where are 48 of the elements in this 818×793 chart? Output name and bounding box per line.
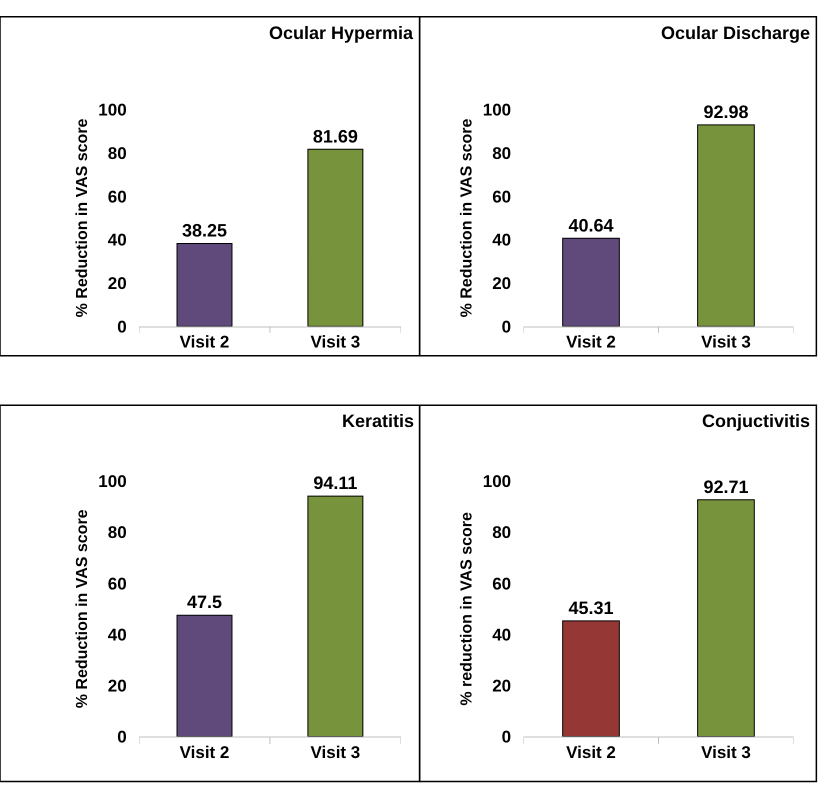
y-tick-label: 80 — [108, 523, 127, 542]
x-tick-label: Visit 2 — [566, 742, 616, 762]
y-tick-label: 100 — [98, 100, 127, 120]
y-tick-label: 20 — [108, 676, 127, 696]
data-label: 94.11 — [313, 473, 358, 494]
chart-title: Keratitis — [342, 411, 414, 431]
x-tick-label: Visit 2 — [180, 742, 230, 762]
y-tick-label: 40 — [108, 230, 127, 250]
y-tick-label: 60 — [108, 187, 127, 206]
data-label: 38.25 — [182, 220, 228, 240]
data-label: 92.98 — [703, 102, 748, 122]
y-tick-label: 0 — [117, 317, 127, 336]
y-tick-label: 60 — [108, 574, 127, 594]
chart-title: Ocular Discharge — [661, 23, 810, 43]
y-tick-label: 20 — [108, 274, 127, 293]
y-tick-label: 100 — [482, 472, 512, 492]
y-tick-label: 60 — [492, 187, 512, 206]
y-tick-label: 40 — [492, 625, 512, 644]
data-label: 40.64 — [568, 215, 614, 236]
chart-title: Conjuctivitis — [702, 411, 810, 431]
y-tick-label: 40 — [108, 625, 127, 644]
data-label: 92.71 — [703, 476, 748, 497]
x-tick-label: Visit 2 — [566, 332, 616, 352]
y-tick-label: 0 — [117, 728, 127, 747]
y-axis-title: % Reduction in VAS score — [74, 509, 92, 708]
y-tick-label: 100 — [98, 472, 127, 492]
y-tick-label: 20 — [492, 274, 512, 293]
y-tick-label: 0 — [502, 317, 512, 336]
data-label: 47.5 — [186, 592, 222, 612]
x-tick-label: Visit 3 — [310, 742, 360, 762]
y-tick-label: 0 — [502, 728, 512, 747]
y-axis-title: % reduction in VAS score — [458, 512, 476, 706]
y-tick-label: 100 — [482, 100, 512, 120]
y-tick-label: 80 — [492, 144, 512, 163]
y-tick-label: 20 — [492, 676, 512, 696]
y-axis-title: % Reduction in VAS score — [458, 118, 476, 318]
x-tick-label: Visit 2 — [180, 332, 230, 352]
x-tick-label: Visit 3 — [701, 742, 751, 762]
y-tick-label: 60 — [492, 574, 512, 594]
y-tick-label: 80 — [492, 523, 512, 542]
x-tick-label: Visit 3 — [701, 332, 751, 352]
data-label: 81.69 — [312, 126, 358, 146]
y-tick-label: 40 — [492, 230, 512, 250]
chart-title: Ocular Hypermia — [269, 23, 414, 43]
y-tick-label: 80 — [108, 144, 127, 163]
data-label: 45.31 — [568, 598, 614, 618]
y-axis-title: % Reduction in VAS score — [74, 118, 92, 318]
x-tick-label: Visit 3 — [310, 332, 360, 352]
